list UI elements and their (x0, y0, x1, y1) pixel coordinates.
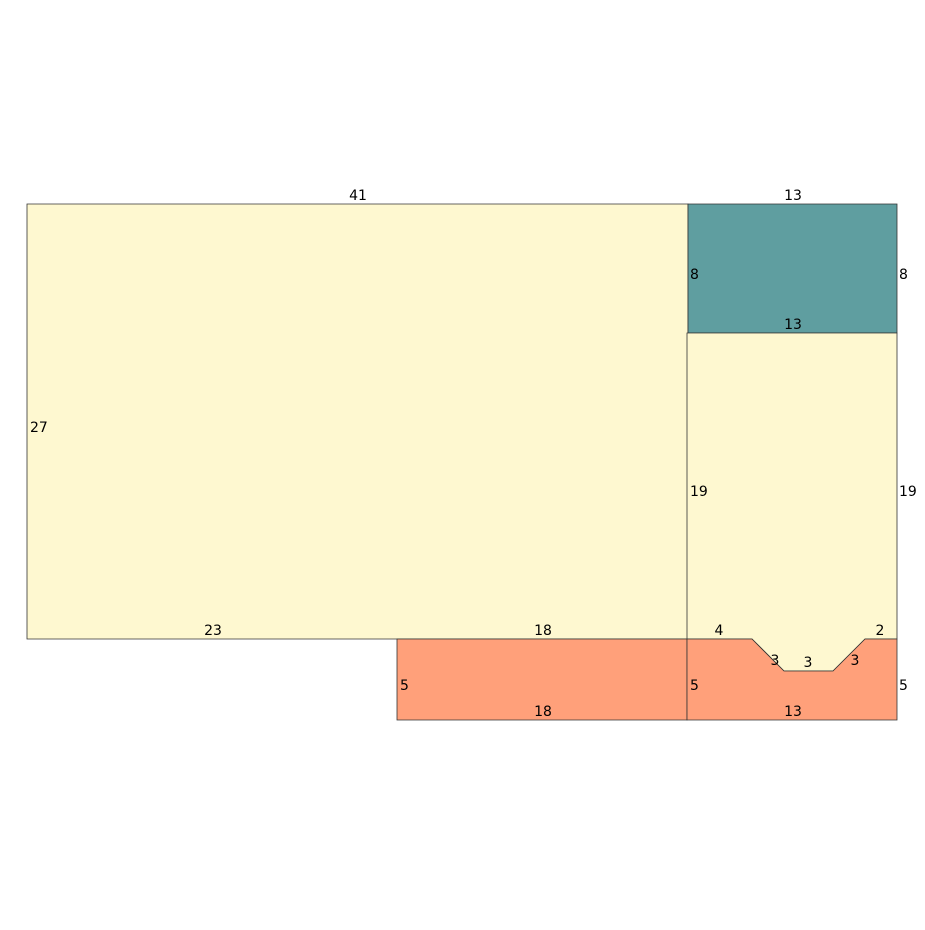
dimension-label: 8 (899, 267, 908, 283)
dimension-label: 5 (400, 678, 409, 694)
right-yellow-notched (686, 332, 898, 672)
dimension-label: 13 (784, 704, 802, 720)
dimension-label: 8 (690, 267, 699, 283)
dimension-label: 2 (876, 623, 885, 639)
dimension-label: 3 (851, 653, 860, 669)
dimension-label: 13 (784, 188, 802, 204)
dimension-label: 13 (784, 317, 802, 333)
dimension-label: 4 (715, 623, 724, 639)
dimension-label: 18 (534, 623, 552, 639)
dimension-label: 41 (349, 188, 367, 204)
large-yellow-rect (26, 203, 689, 640)
dimension-label: 5 (690, 678, 699, 694)
teal-rect (687, 203, 898, 334)
dimension-label: 19 (690, 484, 708, 500)
dimension-label: 5 (899, 678, 908, 694)
dimension-label: 18 (534, 704, 552, 720)
dimension-label: 27 (30, 420, 48, 436)
dimension-label: 19 (899, 484, 917, 500)
right-orange-notched (686, 638, 898, 721)
dimension-label: 3 (771, 653, 780, 669)
dimension-label: 23 (204, 623, 222, 639)
dimension-label: 3 (804, 655, 813, 671)
